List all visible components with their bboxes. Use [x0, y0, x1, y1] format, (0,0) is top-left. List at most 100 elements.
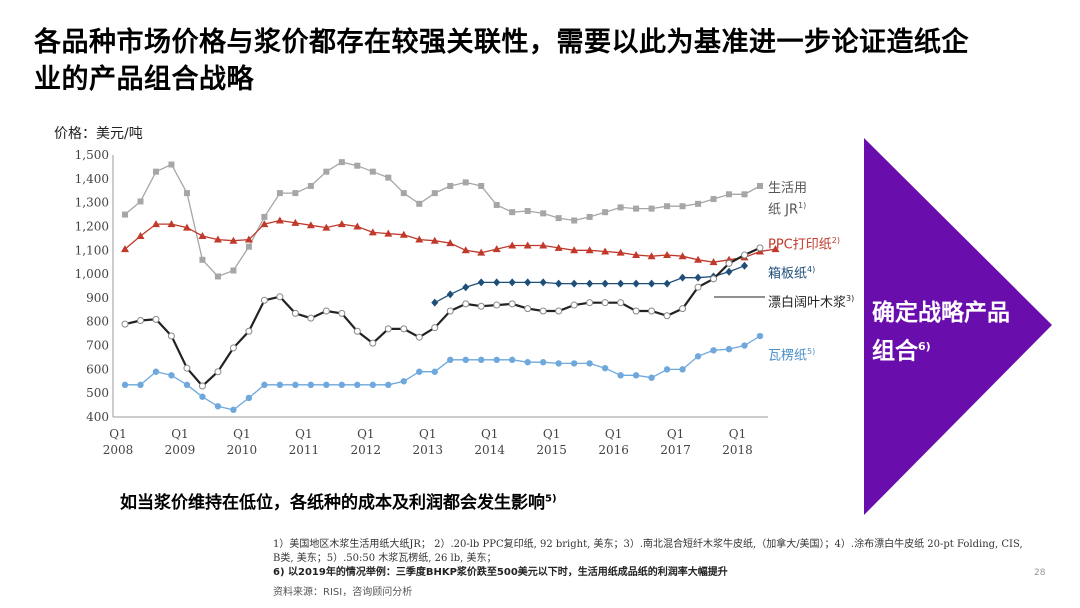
data-point-bhkp: [260, 296, 268, 304]
data-point-corrugated: [539, 359, 547, 366]
data-point-bhkp: [663, 312, 671, 320]
label-tissue-line2: 纸 JR: [768, 202, 798, 218]
data-point-tissue: [183, 190, 190, 197]
data-point-boxboard: [694, 273, 702, 282]
label-boxboard: 箱板纸4): [768, 261, 815, 282]
price-chart: 1,500 1,400 1,300 1,200 1,100 1,000 900 800 700 6…: [75, 148, 780, 457]
data-point-ppc: [213, 235, 222, 243]
data-point-ppc: [616, 248, 625, 256]
x-tick-year: 2018: [722, 443, 753, 457]
data-point-tissue: [633, 205, 640, 212]
data-point-tissue: [431, 190, 438, 197]
label-ppc: PPC打印纸2): [768, 232, 840, 253]
data-point-boxboard: [508, 278, 516, 287]
data-point-bhkp: [601, 299, 609, 307]
data-point-tissue: [710, 196, 717, 203]
data-point-boxboard: [679, 273, 687, 282]
data-point-tissue: [757, 182, 763, 189]
data-point-ppc: [477, 248, 486, 256]
x-tick-quarter: Q1: [729, 427, 746, 441]
strategy-arrow: [864, 138, 1052, 515]
data-point-tissue: [741, 191, 748, 198]
data-point-ppc: [322, 223, 331, 231]
data-point-corrugated: [121, 381, 129, 389]
data-point-bhkp: [756, 244, 764, 252]
label-boxboard-text: 箱板纸: [768, 266, 808, 282]
data-point-boxboard: [725, 267, 733, 276]
data-point-ppc: [554, 243, 563, 251]
data-point-corrugated: [447, 356, 454, 364]
data-point-corrugated: [493, 356, 500, 364]
data-point-boxboard: [617, 279, 625, 288]
data-point-boxboard: [663, 279, 671, 288]
data-point-bhkp: [198, 382, 206, 390]
data-point-ppc: [415, 235, 424, 243]
data-point-ppc: [353, 222, 362, 230]
data-point-tissue: [617, 204, 624, 211]
data-point-corrugated: [199, 393, 206, 400]
data-point-bhkp: [353, 327, 361, 335]
data-point-ppc: [523, 241, 532, 249]
data-point-bhkp: [121, 320, 129, 328]
data-point-tissue: [416, 200, 423, 207]
label-corrugated-text: 瓦楞纸: [768, 348, 808, 364]
data-point-tissue: [555, 215, 562, 222]
data-point-tissue: [323, 168, 330, 175]
data-point-tissue: [307, 182, 314, 189]
y-tick-label: 1,400: [75, 172, 109, 186]
label-corrugated-note: 5): [807, 347, 816, 356]
data-point-bhkp: [570, 301, 578, 309]
label-bhkp: 漂白阔叶木浆3): [768, 290, 854, 311]
x-tick-quarter: Q1: [357, 427, 374, 441]
data-point-corrugated: [261, 381, 268, 389]
data-point-tissue: [214, 273, 221, 280]
data-point-ppc: [275, 216, 284, 224]
data-point-corrugated: [230, 406, 237, 414]
data-point-corrugated: [570, 360, 578, 367]
data-point-boxboard: [586, 279, 594, 288]
y-tick-label: 1,000: [75, 267, 109, 281]
data-point-corrugated: [245, 394, 253, 402]
data-point-bhkp: [167, 332, 175, 340]
source-note: 资料来源：RISI，咨询顾问分析: [273, 587, 413, 598]
data-point-tissue: [524, 207, 531, 214]
y-tick-label: 1,500: [75, 148, 109, 162]
data-point-corrugated: [369, 381, 377, 389]
data-point-tissue: [509, 209, 516, 216]
data-point-bhkp: [136, 317, 144, 325]
y-tick-label: 600: [86, 362, 109, 376]
data-point-bhkp: [152, 315, 160, 323]
x-tick-quarter: Q1: [543, 427, 560, 441]
data-point-corrugated: [679, 366, 686, 373]
series-line-tissue: [124, 161, 761, 278]
data-point-boxboard: [493, 278, 501, 287]
data-point-tissue: [478, 182, 485, 189]
subheading: 如当浆价维持在低位，各纸种的成本及利润都会发生影响5): [120, 488, 557, 513]
data-point-tissue: [276, 190, 283, 197]
data-point-corrugated: [354, 381, 361, 389]
data-point-tissue: [400, 190, 407, 197]
data-point-bhkp: [245, 327, 253, 335]
data-point-boxboard: [648, 279, 656, 288]
data-point-bhkp: [291, 309, 299, 317]
data-point-ppc: [244, 235, 253, 243]
data-point-ppc: [260, 220, 269, 228]
data-point-bhkp: [539, 307, 547, 315]
data-point-bhkp: [477, 302, 485, 310]
data-point-corrugated: [648, 374, 655, 381]
data-point-tissue: [586, 213, 593, 220]
x-tick-quarter: Q1: [667, 427, 684, 441]
data-point-bhkp: [555, 307, 563, 315]
data-point-bhkp: [229, 344, 237, 352]
data-point-boxboard: [741, 261, 749, 270]
data-point-corrugated: [400, 378, 407, 385]
data-point-corrugated: [508, 356, 516, 364]
data-point-corrugated: [632, 372, 640, 379]
data-point-tissue: [338, 159, 345, 166]
data-point-tissue: [540, 210, 547, 217]
y-tick-label: 900: [86, 291, 109, 305]
x-tick-year: 2013: [412, 443, 443, 457]
data-point-ppc: [182, 223, 191, 231]
data-point-bhkp: [741, 251, 749, 259]
data-point-ppc: [709, 258, 718, 266]
